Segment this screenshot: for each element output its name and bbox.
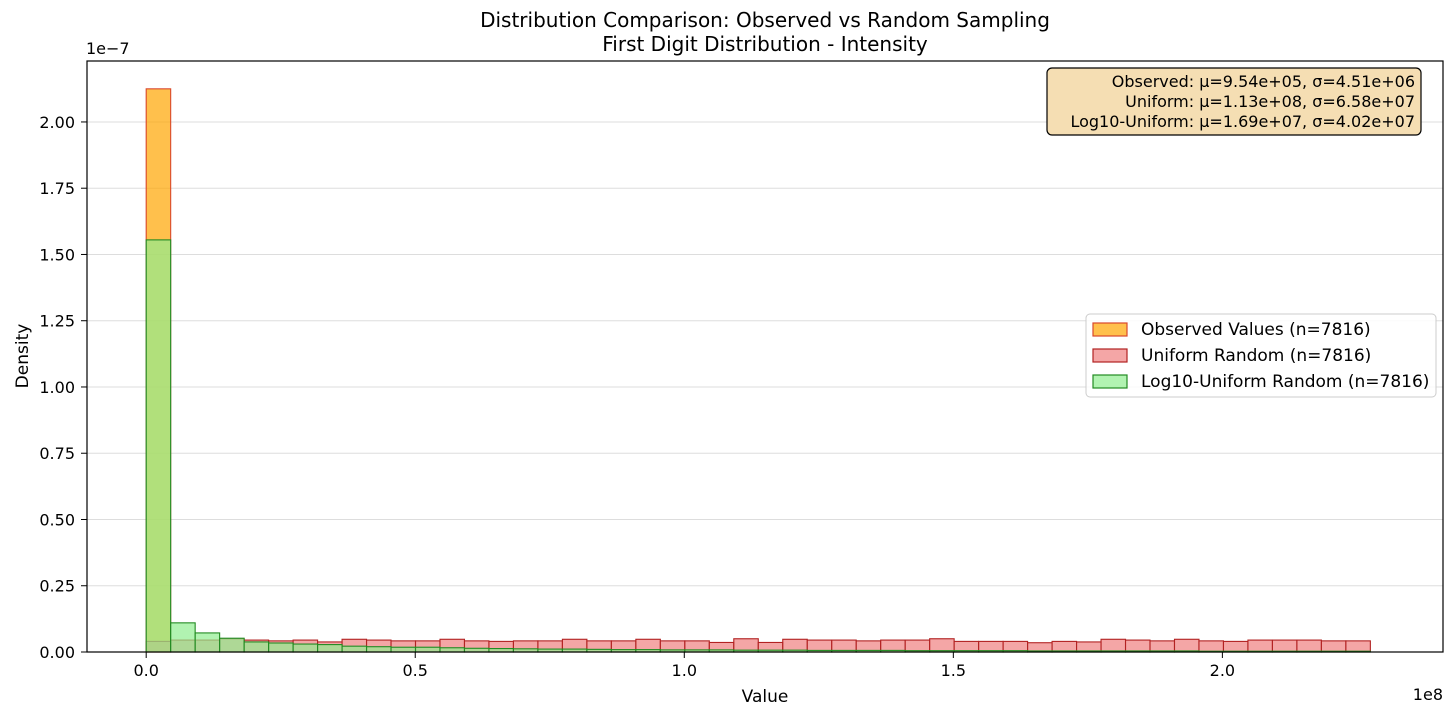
y-tick-label: 1.75 — [39, 179, 75, 198]
bar-uniform — [1345, 640, 1371, 653]
legend-swatch-observed — [1092, 322, 1128, 337]
stats-line-log10: Log10-Uniform: μ=1.69e+07, σ=4.02e+07 — [1070, 112, 1415, 131]
bar-uniform — [1198, 640, 1225, 653]
y-offset-label: 1e−7 — [86, 39, 130, 58]
bar-log10 — [365, 646, 392, 653]
bar-log10 — [268, 642, 294, 653]
stats-box-background — [1046, 67, 1422, 136]
bar-log10 — [170, 622, 196, 653]
bar-log10 — [341, 645, 368, 653]
bar-uniform — [1100, 638, 1127, 653]
y-tick-label: 0.00 — [39, 643, 75, 662]
bar-log10 — [439, 647, 466, 653]
x-tick-label: 1.5 — [941, 661, 966, 680]
legend-label-observed: Observed Values (n=7816) — [1141, 320, 1371, 340]
bar-uniform — [1271, 639, 1298, 653]
x-tick-label: 0.5 — [403, 661, 428, 680]
stats-line-uniform: Uniform: μ=1.13e+08, σ=6.58e+07 — [1125, 92, 1415, 111]
bar-log10 — [317, 644, 343, 653]
bar-log10 — [292, 643, 319, 653]
bar-log10 — [219, 637, 245, 653]
chart-title: Distribution Comparison: Observed vs Ran… — [480, 8, 1050, 32]
stats-line-observed: Observed: μ=9.54e+05, σ=4.51e+06 — [1112, 72, 1415, 91]
x-axis-label: Value — [742, 687, 789, 707]
bar-uniform — [1247, 639, 1273, 653]
legend-label-uniform: Uniform Random (n=7816) — [1141, 346, 1371, 366]
legend: Observed Values (n=7816) Uniform Random … — [1085, 313, 1437, 398]
y-tick-label: 0.25 — [39, 577, 75, 596]
stats-box: Observed: μ=9.54e+05, σ=4.51e+06 Uniform… — [1046, 67, 1422, 136]
legend-frame — [1085, 313, 1437, 398]
x-tick-label: 2.0 — [1210, 661, 1235, 680]
y-tick-label: 1.00 — [39, 378, 75, 397]
bar-log10 — [145, 239, 172, 653]
bar-uniform — [1222, 640, 1249, 653]
bar-uniform — [1296, 639, 1322, 653]
bar-log10 — [414, 646, 441, 653]
bar-uniform — [1173, 638, 1200, 653]
y-tick-label: 1.25 — [39, 312, 75, 331]
y-tick-label: 0.75 — [39, 444, 75, 463]
bar-log10 — [390, 646, 417, 653]
bar-log10 — [194, 632, 221, 653]
bar-log10 — [243, 641, 270, 653]
y-axis-label: Density — [13, 324, 33, 389]
chart-subtitle: First Digit Distribution - Intensity — [602, 32, 928, 56]
bar-uniform — [1124, 639, 1151, 653]
x-tick-label: 1.0 — [672, 661, 697, 680]
legend-swatch-uniform — [1092, 348, 1128, 363]
bar-uniform — [929, 638, 955, 653]
legend-swatch-log10 — [1092, 374, 1128, 389]
axis-ticks: 0.0 0.5 1.0 1.5 2.0 0.00 0.25 0.50 0.75 1.00 1.25 1… — [39, 113, 1235, 680]
y-tick-label: 2.00 — [39, 113, 75, 132]
bar-uniform — [1149, 640, 1176, 653]
x-offset-label: 1e8 — [1413, 685, 1443, 704]
x-tick-label: 0.0 — [133, 661, 158, 680]
legend-label-log10: Log10-Uniform Random (n=7816) — [1141, 372, 1429, 392]
y-tick-label: 1.50 — [39, 245, 75, 264]
plot-frame — [86, 60, 1444, 653]
y-tick-label: 0.50 — [39, 510, 75, 529]
bar-uniform — [1320, 640, 1347, 653]
grid-lines — [87, 121, 1443, 653]
